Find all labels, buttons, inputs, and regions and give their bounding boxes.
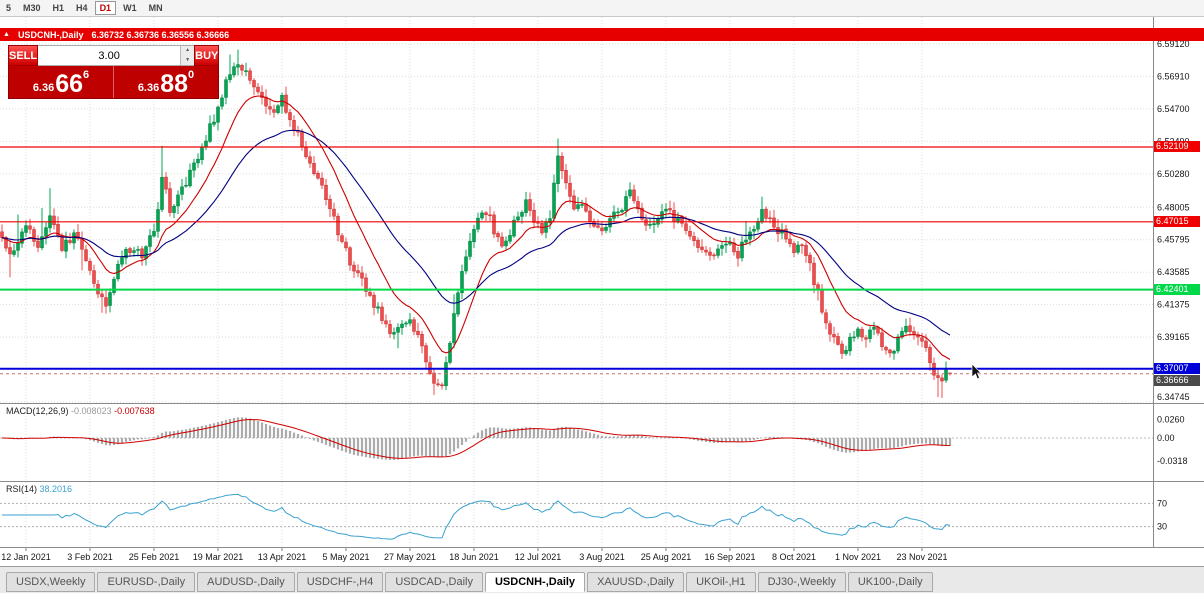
buy-price-point: 0 (188, 69, 195, 81)
price-axis-label: 6.43585 (1157, 267, 1190, 277)
date-axis-label: 5 May 2021 (322, 552, 369, 562)
macd-pane (0, 417, 1153, 460)
price-axis-label: 6.34745 (1157, 392, 1190, 402)
sell-button[interactable]: SELL (8, 45, 39, 66)
candlestick-series (0, 49, 952, 398)
mouse-cursor (971, 363, 982, 380)
current-price-badge: 6.36666 (1154, 375, 1200, 386)
collapse-arrow-icon[interactable]: ▲ (3, 31, 10, 38)
lot-size-box: ▲ ▼ (38, 45, 195, 66)
chart-tab-dj30-weekly[interactable]: DJ30-,Weekly (757, 572, 846, 592)
macd-axis-label: 0.00 (1157, 433, 1175, 443)
price-level-badge-6.37007: 6.37007 (1154, 363, 1200, 374)
macd-name: MACD(12,26,9) (6, 406, 69, 416)
date-axis-label: 12 Jul 2021 (515, 552, 562, 562)
macd-indicator-label: MACD(12,26,9) -0.008023 -0.007638 (6, 406, 155, 416)
lot-decrease-button[interactable]: ▼ (181, 55, 195, 65)
rsi-value: 38.2016 (39, 484, 73, 494)
symbol-info-strip: ▲ USDCNH-,Daily 6.36732 6.36736 6.36556 … (0, 28, 1204, 41)
date-axis-label: 27 May 2021 (384, 552, 436, 562)
macd-axis-label: -0.0318 (1157, 456, 1188, 466)
chart-tab-usdcnh-daily[interactable]: USDCNH-,Daily (484, 572, 586, 592)
sell-price-pips: 66 (55, 70, 84, 98)
date-axis-label: 3 Aug 2021 (579, 552, 625, 562)
chart-tab-usdcad-daily[interactable]: USDCAD-,Daily (385, 572, 483, 592)
ohlc-readout: 6.36732 6.36736 6.36556 6.36666 (91, 29, 230, 40)
rsi-pane (0, 493, 1153, 540)
chart-tab-uk100-daily[interactable]: UK100-,Daily (847, 572, 933, 592)
axis-labels: 6.591206.569106.547006.524906.502806.480… (1, 39, 1189, 562)
price-axis-label: 6.59120 (1157, 39, 1190, 49)
date-axis-label: 16 Sep 2021 (704, 552, 755, 562)
date-axis-label: 3 Feb 2021 (67, 552, 113, 562)
price-level-badge-6.42401: 6.42401 (1154, 284, 1200, 295)
buy-button[interactable]: BUY (194, 45, 220, 66)
timeframe-button-mn[interactable]: MN (144, 1, 168, 15)
ma-fast-line (1, 95, 951, 360)
sell-price-display[interactable]: 6.36 66 6 (9, 66, 113, 98)
chart-tab-usdchf-h4[interactable]: USDCHF-,H4 (296, 572, 384, 592)
trade-prices-row: 6.36 66 6 6.36 88 0 (8, 66, 219, 99)
one-click-trading-panel: SELL ▲ ▼ BUY 6.36 66 6 6.36 88 0 (8, 45, 220, 99)
rsi-indicator-label: RSI(14) 38.2016 (6, 484, 72, 494)
chart-tab-xauusd-daily[interactable]: XAUUSD-,Daily (587, 572, 685, 592)
moving-averages (1, 95, 951, 360)
price-level-badge-6.47015: 6.47015 (1154, 216, 1200, 227)
date-axis-label: 8 Oct 2021 (772, 552, 816, 562)
trade-buttons-row: SELL ▲ ▼ BUY (8, 45, 220, 66)
date-axis-label: 23 Nov 2021 (896, 552, 947, 562)
date-axis-label: 18 Jun 2021 (449, 552, 499, 562)
rsi-axis-label: 30 (1157, 522, 1167, 532)
timeframe-button-h4[interactable]: H4 (71, 1, 93, 15)
macd-main-value: -0.008023 (71, 406, 112, 416)
price-axis-label: 6.45795 (1157, 235, 1190, 245)
price-level-badge-6.52109: 6.52109 (1154, 141, 1200, 152)
symbol-period-title: USDCNH-,Daily (17, 29, 84, 40)
buy-price-pips: 88 (160, 70, 189, 98)
rsi-name: RSI(14) (6, 484, 38, 494)
price-axis-label: 6.54700 (1157, 104, 1190, 114)
sell-price-base: 6.36 (32, 82, 55, 94)
buy-price-display[interactable]: 6.36 88 0 (113, 66, 218, 98)
horizontal-level-lines (0, 146, 1153, 375)
timeframe-button-d1[interactable]: D1 (94, 1, 117, 15)
pane-separators (0, 17, 1204, 548)
date-axis-label: 19 Mar 2021 (193, 552, 244, 562)
date-axis-label: 25 Feb 2021 (129, 552, 180, 562)
timeframe-button-h1[interactable]: H1 (48, 1, 70, 15)
timeframe-toolbar: 5 M30 H1 H4 D1 W1 MN (0, 0, 1204, 17)
macd-signal-value: -0.007638 (114, 406, 155, 416)
chart-tab-bar: USDX,Weekly EURUSD-,Daily AUDUSD-,Daily USD… (0, 566, 1204, 593)
sell-price-point: 6 (83, 69, 90, 81)
date-axis-label: 12 Jan 2021 (1, 552, 51, 562)
timeframe-button-w1[interactable]: W1 (118, 1, 142, 15)
date-axis-label: 13 Apr 2021 (258, 552, 307, 562)
lot-spinner: ▲ ▼ (180, 46, 195, 65)
chart-tab-usdx-weekly[interactable]: USDX,Weekly (6, 572, 96, 592)
timeframe-button-5[interactable]: 5 (1, 1, 16, 15)
buy-price-base: 6.36 (137, 82, 160, 94)
price-axis-label: 6.50280 (1157, 169, 1190, 179)
timeframe-button-m30[interactable]: M30 (18, 1, 46, 15)
chart-tab-audusd-daily[interactable]: AUDUSD-,Daily (197, 572, 295, 592)
price-axis-label: 6.56910 (1157, 72, 1190, 82)
macd-signal-line (1, 418, 951, 459)
price-axis-label: 6.39165 (1157, 332, 1190, 342)
rsi-line (2, 493, 951, 540)
rsi-axis-label: 70 (1157, 498, 1167, 508)
macd-axis-label: 0.0260 (1157, 414, 1185, 424)
chart-tab-ukoil-h1[interactable]: UKOil-,H1 (686, 572, 756, 592)
chart-tab-eurusd-daily[interactable]: EURUSD-,Daily (97, 572, 196, 592)
price-axis-label: 6.48005 (1157, 202, 1190, 212)
lot-increase-button[interactable]: ▲ (181, 46, 195, 56)
date-axis-label: 1 Nov 2021 (835, 552, 881, 562)
lot-size-input[interactable] (38, 46, 181, 65)
price-axis-label: 6.41375 (1157, 300, 1190, 310)
date-axis-label: 25 Aug 2021 (641, 552, 692, 562)
